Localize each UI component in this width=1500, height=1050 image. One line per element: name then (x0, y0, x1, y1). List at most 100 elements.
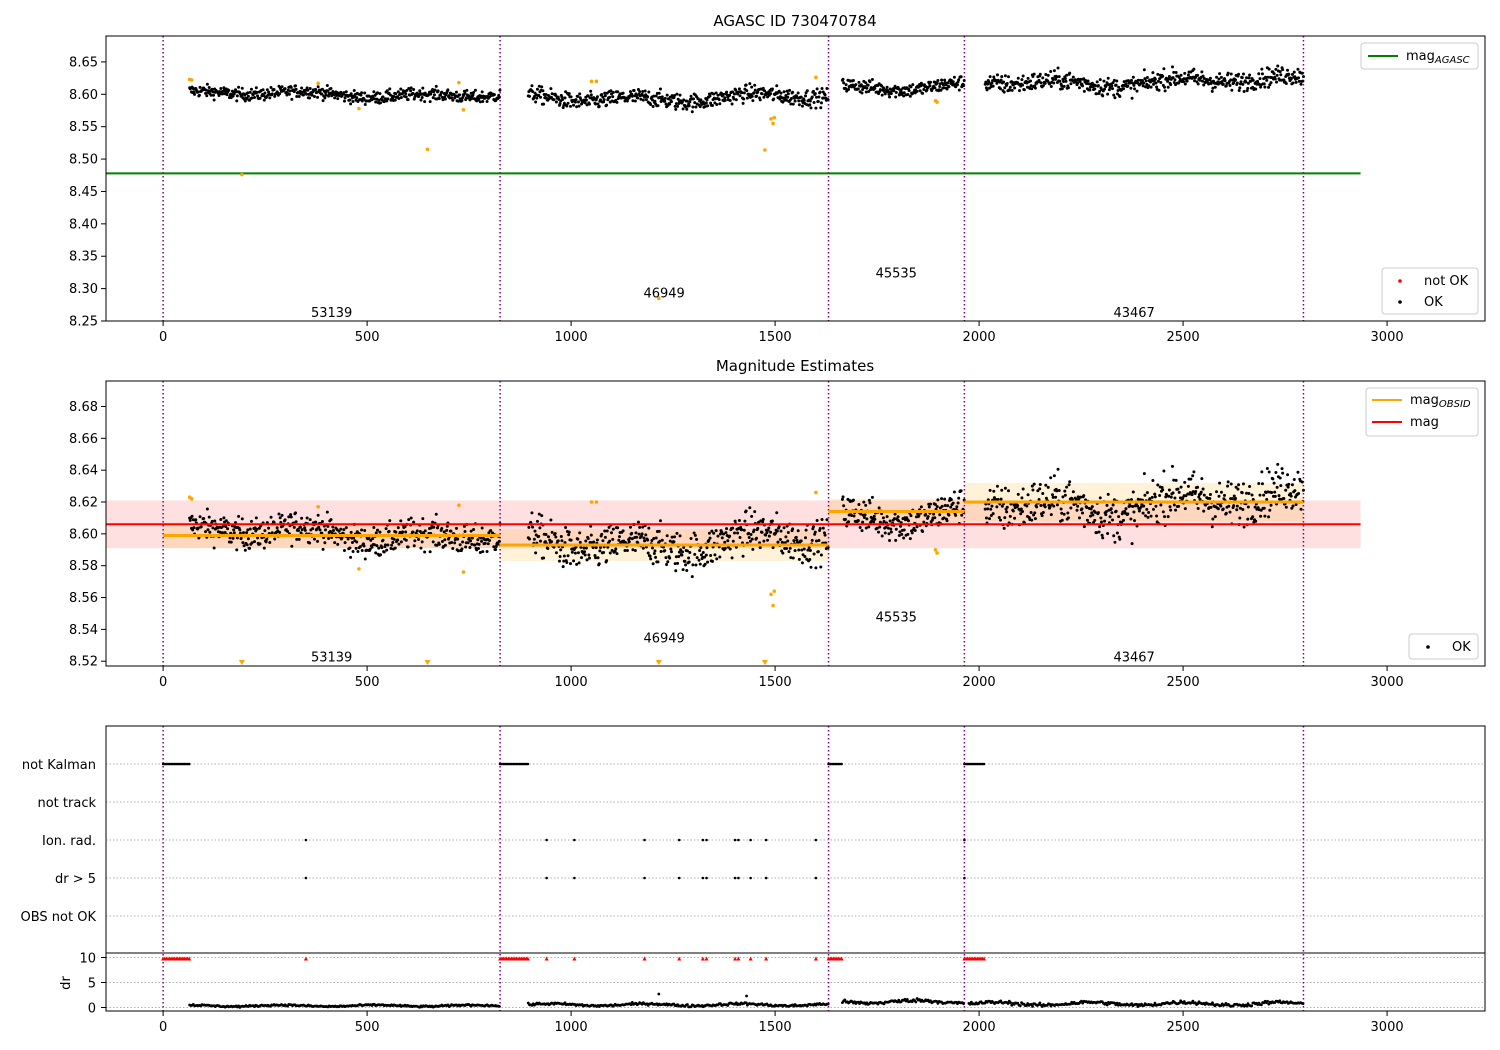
data-point-ok (634, 531, 638, 535)
data-point-ok (454, 526, 458, 530)
data-point-ok (1026, 493, 1030, 497)
data-point-ok (1003, 486, 1007, 490)
data-point-ok (928, 84, 932, 88)
data-point-ok (693, 101, 697, 105)
data-point-ok (563, 541, 567, 545)
data-point-ok (320, 519, 324, 523)
data-point-ok (538, 526, 542, 530)
data-point-ok (1213, 85, 1217, 89)
data-point-ok (1003, 86, 1007, 90)
data-point-ok (567, 92, 571, 96)
data-point-ok (1279, 484, 1283, 488)
data-point-ok (1114, 83, 1118, 87)
data-point-ok (900, 532, 904, 536)
dr-gt-5-point (749, 876, 752, 880)
data-point-ok (1162, 67, 1166, 71)
data-point-outlier (769, 592, 773, 597)
data-point-ok (796, 91, 800, 95)
data-point-ok (376, 91, 380, 95)
data-point-ok (1299, 82, 1303, 86)
data-point-ok (943, 78, 947, 82)
data-point-ok (250, 541, 254, 545)
data-point-ok (589, 524, 593, 528)
data-point-ok (399, 96, 403, 100)
data-point-ok (1113, 96, 1117, 100)
data-point-ok (878, 520, 882, 524)
data-point-ok (594, 546, 598, 550)
data-point-ok (1202, 83, 1206, 87)
obsid-label: 46949 (643, 631, 684, 646)
data-point-ok (1223, 79, 1227, 83)
data-point-ok (1248, 73, 1252, 77)
data-point-ok (489, 529, 493, 533)
data-point-ok (697, 558, 701, 562)
data-point-ok (627, 540, 631, 544)
data-point-ok (478, 551, 482, 555)
data-point-ok (630, 94, 634, 98)
data-point-ok (756, 90, 760, 94)
legend-swatch-ok (1426, 645, 1430, 649)
data-point-ok (207, 515, 211, 519)
data-point-ok (1052, 474, 1056, 478)
data-point-ok (485, 99, 489, 103)
data-point-ok (1163, 89, 1167, 93)
data-point-ok (803, 94, 807, 98)
data-point-ok (587, 556, 591, 560)
data-point-ok (992, 489, 996, 493)
data-point-ok (1146, 515, 1150, 519)
data-point-ok (241, 531, 245, 535)
data-point-ok (744, 83, 748, 87)
data-point-ok (224, 519, 228, 523)
data-point-ok (294, 511, 298, 515)
data-point-ok (1163, 85, 1167, 89)
data-point-ok (246, 94, 250, 98)
data-point-ok (337, 529, 341, 533)
dr-gt-5-point (814, 876, 818, 880)
data-point-ok (1056, 467, 1060, 471)
data-point-ok (1241, 82, 1245, 86)
data-point-ok (1260, 67, 1264, 71)
data-point-ok (1006, 489, 1010, 493)
data-point-ok (231, 536, 235, 540)
data-point-ok (886, 90, 890, 94)
data-point-ok (603, 529, 607, 533)
y-tick-label: 8.56 (69, 591, 98, 606)
dr-point (685, 1003, 689, 1006)
data-point-ok (861, 520, 865, 524)
data-point-ok (1222, 493, 1226, 497)
data-point-ok (454, 90, 458, 94)
x-tick-label: 2500 (1167, 1020, 1200, 1035)
data-point-ok (264, 540, 268, 544)
data-point-ok (270, 92, 274, 96)
data-point-ok (781, 100, 785, 104)
data-point-ok (225, 93, 229, 97)
data-point-ok (752, 528, 756, 532)
data-point-ok (1172, 478, 1176, 482)
data-point-ok (611, 90, 615, 94)
data-point-ok (1091, 513, 1095, 517)
data-point-ok (314, 88, 318, 92)
data-point-ok (1267, 85, 1271, 89)
data-point-ok (649, 102, 653, 106)
ion-rad-point (764, 838, 768, 842)
data-point-ok (749, 532, 753, 536)
data-point-ok (755, 94, 759, 98)
data-point-ok (377, 98, 381, 102)
data-point-ok (949, 498, 953, 502)
data-point-ok (449, 529, 453, 533)
magnitude-plot-frame (105, 380, 1486, 667)
data-point-ok (625, 548, 629, 552)
data-point-ok (731, 90, 735, 94)
data-point-ok (653, 99, 657, 103)
data-point-ok (368, 547, 372, 551)
data-point-ok (596, 556, 600, 560)
data-point-ok (387, 529, 391, 533)
data-point-ok (273, 94, 277, 98)
data-point-outlier (189, 497, 194, 501)
obsid-label: 45535 (876, 266, 917, 281)
data-point-outlier (457, 503, 461, 507)
data-point-ok (1232, 504, 1236, 508)
data-point-ok (714, 529, 718, 533)
data-point-ok (819, 101, 823, 105)
data-point-ok (761, 520, 765, 524)
